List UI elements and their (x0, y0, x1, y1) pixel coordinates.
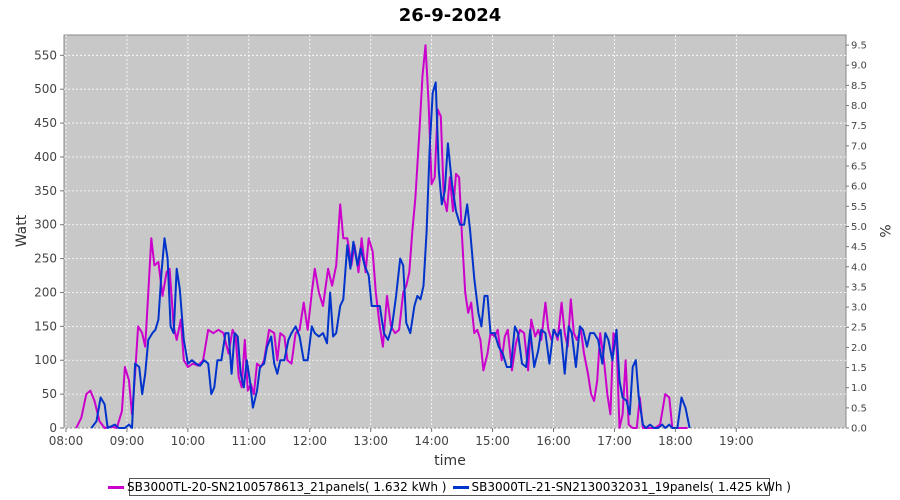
y2-tick-label: 4.0 (851, 262, 867, 273)
y2-tick-label: 6.5 (851, 162, 867, 173)
x-tick-label: 09:00 (110, 434, 145, 448)
y-tick-label: 500 (34, 82, 57, 96)
x-tick-label: 11:00 (232, 434, 267, 448)
legend: SB3000TL-20-SN2100578613_21panels( 1.632… (108, 478, 791, 496)
x-tick-label: 15:00 (475, 434, 510, 448)
series-lines (75, 44, 691, 429)
y2-tick-label: 7.5 (851, 121, 867, 132)
y-tick-label: 350 (34, 184, 57, 198)
legend-swatch-1 (108, 485, 125, 489)
x-tick-label: 14:00 (414, 434, 449, 448)
y2-tick-label: 0.0 (851, 424, 867, 435)
y-tick-label: 200 (34, 285, 57, 299)
y-tick-label: 0 (49, 421, 57, 435)
legend-swatch-2 (452, 485, 469, 489)
x-tick-label: 08:00 (49, 434, 84, 448)
x-axis: 08:00 09:00 10:00 11:00 12:00 13:00 14:00 15:00… (49, 428, 754, 448)
y-tick-label: 100 (34, 353, 57, 367)
y2-tick-label: 9.5 (851, 41, 867, 52)
legend-label-2: SB3000TL-21-SN2130032031_19panels( 1.425… (471, 480, 791, 494)
legend-item-2: SB3000TL-21-SN2130032031_19panels( 1.425… (452, 480, 791, 494)
y2-tick-label: 8.0 (851, 101, 867, 112)
y-tick-label: 250 (34, 252, 57, 266)
x-tick-label: 13:00 (353, 434, 388, 448)
y-tick-label: 300 (34, 218, 57, 232)
right-axis: 0.0 0.5 1.0 1.5 2.0 2.5 3.0 3.5 4.0 4.5 5.0 5.5 6.0 6… (846, 41, 867, 435)
x-tick-label: 12:00 (292, 434, 327, 448)
y2-tick-label: 3.0 (851, 303, 867, 314)
legend-item-1: SB3000TL-20-SN2100578613_21panels( 1.632… (108, 480, 447, 494)
y2-tick-label: 9.0 (851, 61, 867, 72)
y-tick-label: 150 (34, 319, 57, 333)
y-tick-label: 400 (34, 150, 57, 164)
y-tick-label: 450 (34, 116, 57, 130)
y-tick-label: 550 (34, 48, 57, 62)
y2-tick-label: 0.5 (851, 403, 867, 414)
y-axis-label: Watt (14, 214, 30, 247)
y2-tick-label: 2.5 (851, 323, 867, 334)
y2-tick-label: 3.5 (851, 282, 867, 293)
x-axis-label: time (434, 453, 466, 469)
x-tick-label: 17:00 (597, 434, 632, 448)
x-tick-label: 19:00 (719, 434, 754, 448)
y2-tick-label: 5.0 (851, 222, 867, 233)
x-tick-label: 18:00 (658, 434, 693, 448)
y2-tick-label: 6.0 (851, 182, 867, 193)
y-tick-label: 50 (42, 387, 57, 401)
series-line-2 (90, 81, 691, 429)
y2-tick-label: 5.5 (851, 202, 867, 213)
plot-area (63, 34, 847, 429)
y2-axis-label: % (876, 224, 892, 237)
x-tick-label: 10:00 (171, 434, 206, 448)
y2-tick-label: 2.0 (851, 343, 867, 354)
y2-tick-label: 1.0 (851, 383, 867, 394)
x-tick-label: 16:00 (536, 434, 571, 448)
y2-tick-label: 7.0 (851, 141, 867, 152)
left-axis: 0 50 100 150 200 250 300 350 400 450 500 550 (34, 48, 64, 435)
y2-tick-label: 8.5 (851, 81, 867, 92)
legend-label-1: SB3000TL-20-SN2100578613_21panels( 1.632… (127, 480, 447, 494)
y2-tick-label: 1.5 (851, 363, 867, 374)
chart-title: 26-9-2024 (399, 5, 502, 26)
y2-tick-label: 4.5 (851, 242, 867, 253)
